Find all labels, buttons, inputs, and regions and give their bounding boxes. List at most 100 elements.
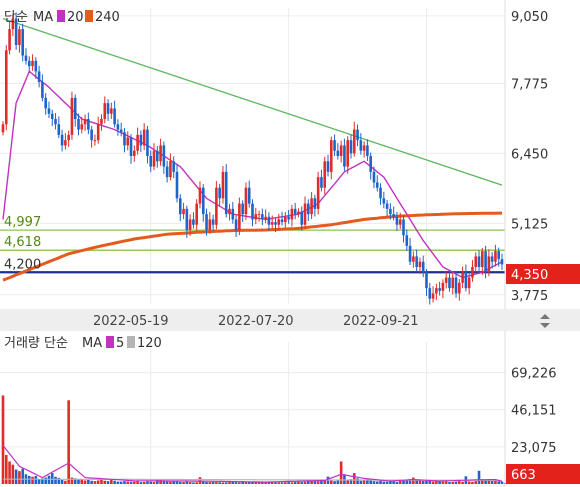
volume-bar — [254, 482, 258, 484]
volume-bar — [382, 481, 386, 484]
volume-bar — [444, 481, 448, 484]
candle-body — [37, 71, 41, 82]
candle-body — [73, 97, 77, 119]
volume-bar — [133, 481, 136, 484]
volume-bar — [155, 479, 159, 484]
volume-bar — [477, 470, 481, 484]
candle-body — [461, 272, 464, 283]
volume-bar — [221, 482, 225, 484]
volume-bar — [11, 464, 15, 484]
grid-lines — [0, 8, 505, 484]
volume-bar — [385, 481, 389, 484]
price-tick-label: 6,450 — [511, 147, 548, 162]
volume-tick-label: 69,226 — [511, 367, 557, 382]
candle-body — [106, 103, 110, 114]
vol-ma-short-swatch — [106, 336, 114, 348]
splitter-toggle-icon[interactable] — [540, 314, 550, 328]
candle-body — [336, 150, 340, 156]
volume-bar — [4, 455, 8, 484]
candle-body — [382, 198, 386, 204]
ma-long-swatch — [85, 10, 93, 22]
price-axis-ticks: 9,050 7,775 6,450 5,125 3,775 — [511, 10, 548, 304]
volume-tick-label: 46,151 — [511, 404, 557, 419]
volume-bar — [293, 481, 297, 484]
legend-ma-long: 240 — [95, 10, 120, 25]
volume-bar — [329, 479, 333, 484]
candle-body — [4, 50, 8, 125]
volume-bar — [113, 480, 116, 484]
candle-body — [70, 97, 74, 135]
candle-body — [133, 150, 136, 156]
volume-bar — [431, 481, 435, 484]
candle-body — [247, 187, 251, 204]
candle-body — [467, 277, 471, 289]
candle-body — [113, 108, 116, 125]
volume-bar — [336, 480, 340, 484]
legend-type-label: 단순 — [4, 10, 28, 25]
candle-body — [27, 60, 31, 67]
volume-bar — [119, 481, 123, 484]
volume-bar — [375, 481, 379, 484]
candle-body — [100, 119, 103, 125]
volume-axis-ticks: 69,226 46,151 23,075 — [511, 367, 557, 456]
candle-body — [50, 113, 54, 119]
price-tick-label: 3,775 — [511, 289, 548, 304]
candle-body — [333, 140, 336, 151]
current-volume-badge: 663 — [506, 464, 580, 484]
volume-bar — [346, 479, 350, 484]
candle-body — [425, 272, 428, 289]
candle-body — [274, 222, 277, 225]
volume-bar — [244, 481, 248, 484]
volume-bar — [83, 480, 87, 484]
candle-body — [34, 60, 38, 72]
volume-bar — [418, 479, 422, 484]
volume-bar — [195, 482, 198, 484]
candle-body — [41, 82, 44, 98]
vol-ma-long-swatch — [127, 336, 135, 348]
volume-bar — [458, 481, 461, 484]
volume-legend-type: 거래량 단순 — [4, 336, 68, 351]
candle-body — [487, 256, 491, 273]
candle-body — [303, 203, 307, 225]
candle-body — [438, 288, 441, 291]
volume-bar — [369, 480, 372, 484]
volume-bar — [44, 477, 47, 484]
candlesticks — [1, 12, 504, 305]
candle-body — [188, 219, 192, 230]
volume-bar — [366, 479, 369, 484]
volume-bar — [316, 481, 320, 484]
candle-body — [96, 124, 100, 141]
candle-body — [316, 177, 320, 209]
volume-legend-ma-short: 5 — [116, 336, 124, 351]
level-4200-label: 4,200 — [4, 257, 41, 272]
volume-bar — [405, 480, 409, 484]
candle-body — [444, 277, 448, 283]
candle-body — [326, 161, 330, 172]
volume-bar — [116, 481, 120, 484]
volume-bar — [284, 482, 287, 484]
volume-bar — [267, 482, 271, 484]
volume-bar — [398, 480, 402, 484]
candle-body — [490, 256, 494, 262]
candle-body — [123, 132, 126, 146]
downtrend-line — [2, 17, 503, 186]
volume-bar — [343, 474, 346, 484]
candle-body — [359, 140, 363, 151]
candle-body — [185, 208, 189, 230]
current-price-badge: 4,350 — [506, 264, 580, 284]
candle-body — [234, 219, 238, 230]
volume-bar — [18, 471, 21, 484]
candle-body — [369, 156, 372, 172]
volume-bar — [451, 481, 455, 484]
volume-bar — [64, 480, 67, 484]
volume-bar — [146, 481, 149, 484]
candle-body — [464, 272, 468, 289]
volume-bar — [441, 481, 445, 484]
volume-bar — [54, 476, 57, 484]
volume-bar — [415, 479, 418, 484]
volume-bar — [178, 481, 182, 484]
candle-body — [90, 129, 93, 141]
panel-splitter[interactable] — [0, 309, 580, 331]
volume-bar — [169, 481, 172, 484]
